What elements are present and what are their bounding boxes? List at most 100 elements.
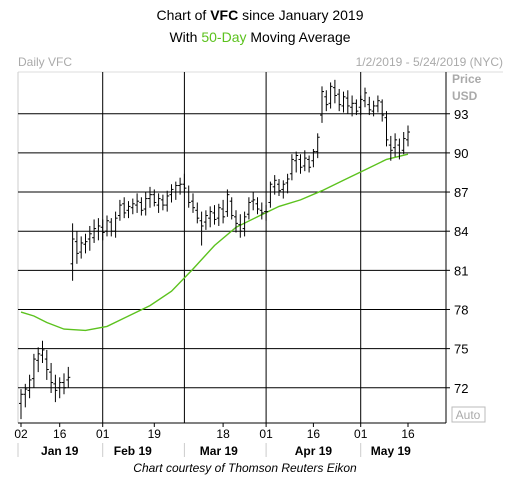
price-bar — [397, 138, 402, 160]
price-bar — [371, 100, 376, 117]
x-tick-label: 16 — [307, 427, 321, 441]
axis-unit-price: Price — [452, 72, 482, 86]
price-bar — [264, 205, 269, 221]
price-bar — [126, 201, 131, 219]
moving-average-line — [20, 153, 409, 332]
price-bar — [96, 218, 101, 241]
price-bar — [268, 181, 273, 208]
price-bar — [122, 197, 127, 219]
price-bar — [277, 178, 281, 196]
price-bar — [345, 90, 350, 114]
x-tick-label: 19 — [148, 427, 162, 441]
price-bar — [169, 184, 174, 203]
price-bar — [221, 199, 226, 224]
price-bar — [156, 193, 161, 213]
x-tick-label: 01 — [96, 427, 110, 441]
price-bar — [44, 349, 49, 380]
price-bars-layer — [19, 79, 410, 420]
y-tick-label-81: 81 — [454, 263, 468, 278]
price-bar — [358, 95, 363, 116]
price-bar — [272, 175, 277, 195]
price-bar — [320, 86, 324, 123]
price-bar — [160, 194, 165, 211]
x-tick-label: 16 — [53, 427, 67, 441]
y-tick-label-84: 84 — [454, 224, 468, 239]
price-bar — [393, 133, 398, 157]
x-tick-label: 02 — [14, 427, 28, 441]
price-bar — [302, 150, 307, 172]
y-tick-label-87: 87 — [454, 185, 468, 200]
price-bar — [307, 155, 312, 173]
price-bar — [27, 374, 32, 399]
y-tick-label-75: 75 — [454, 342, 468, 357]
price-bar — [23, 383, 28, 408]
price-bar — [337, 88, 342, 112]
price-bar — [367, 96, 372, 116]
month-label: Apr 19 — [295, 444, 333, 458]
price-bar — [354, 99, 359, 116]
auto-scale-button[interactable] — [451, 406, 486, 423]
price-bar — [130, 198, 135, 215]
price-bar — [83, 233, 88, 254]
title-prefix: Chart of — [156, 7, 210, 23]
price-bar — [242, 211, 247, 237]
price-bar — [100, 219, 105, 241]
price-bar — [92, 219, 97, 243]
price-bar — [380, 99, 385, 122]
price-bar — [178, 177, 183, 195]
price-bar — [332, 79, 337, 104]
price-bar — [53, 374, 58, 403]
price-bar — [225, 189, 230, 217]
title-suffix: since January 2019 — [238, 7, 364, 23]
subtitle-highlight: 50-Day — [201, 29, 246, 45]
price-bar — [135, 193, 140, 213]
price-bar — [281, 180, 286, 199]
price-bar — [143, 192, 148, 216]
y-tick-label-72: 72 — [454, 381, 468, 396]
chart-subtitle: With 50-Day Moving Average — [169, 29, 350, 45]
price-bar — [401, 132, 406, 155]
price-bar — [57, 377, 62, 399]
price-bar — [216, 203, 221, 226]
price-bar — [285, 173, 290, 194]
price-bar — [87, 225, 92, 251]
price-bar — [298, 154, 303, 174]
price-bar — [62, 373, 66, 395]
price-bar — [315, 133, 320, 159]
month-label: Feb 19 — [114, 444, 152, 458]
grid-lines — [18, 72, 446, 423]
price-bar — [203, 210, 208, 230]
price-bar — [31, 353, 36, 388]
price-bar — [199, 211, 204, 246]
price-bar — [229, 197, 234, 220]
y-tick-labels: 72 75 78 81 84 87 90 93 — [446, 107, 468, 396]
x-tick-label: 16 — [401, 427, 415, 441]
price-bar — [350, 95, 355, 117]
month-label: May 19 — [371, 444, 411, 458]
price-bar — [113, 211, 118, 238]
subtitle-suffix: Moving Average — [247, 29, 351, 45]
price-bar — [195, 202, 200, 224]
y-tick-label-90: 90 — [454, 146, 468, 161]
price-bar — [238, 214, 243, 238]
price-bar — [165, 190, 170, 212]
price-bar — [109, 218, 114, 237]
price-bar — [152, 189, 157, 207]
price-bar — [173, 181, 178, 200]
chart-credit: Chart courtesy of Thomson Reuters Eikon — [133, 461, 357, 475]
price-bar — [117, 199, 122, 221]
month-label: Jan 19 — [41, 444, 79, 458]
price-bar — [294, 151, 299, 173]
price-bar — [79, 236, 84, 259]
chart-title: Chart of VFC since January 2019 — [156, 7, 363, 23]
price-bar — [36, 347, 41, 373]
subtitle-prefix: With — [169, 29, 201, 45]
price-bar — [105, 215, 109, 237]
auto-scale-label: Auto — [456, 408, 481, 422]
price-bar — [182, 173, 187, 194]
price-bar — [328, 82, 333, 109]
price-bar — [66, 366, 71, 388]
panel-label-left: Daily VFC — [18, 55, 72, 69]
x-tick-label: 01 — [354, 427, 368, 441]
